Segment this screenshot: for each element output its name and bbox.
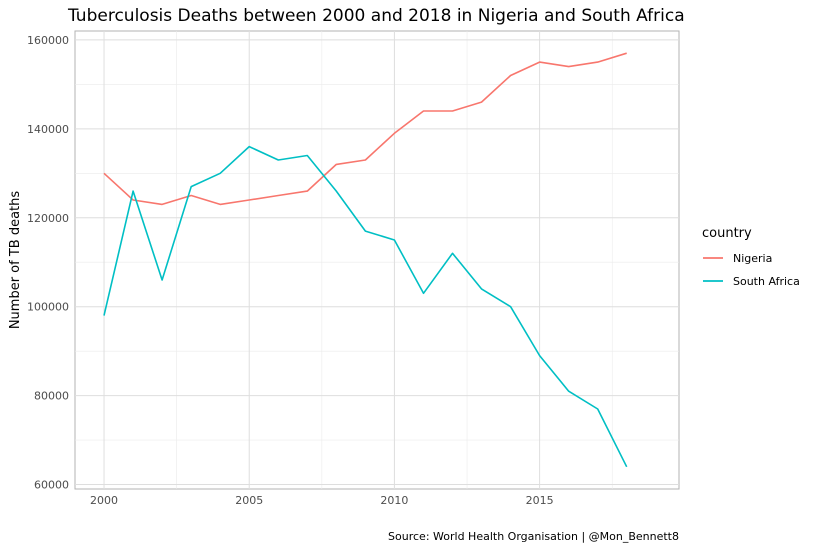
- legend-label: South Africa: [733, 275, 800, 288]
- legend-label: Nigeria: [733, 252, 772, 265]
- series-line-nigeria: [103, 52, 627, 206]
- y-axis-title: Number of TB deaths: [8, 191, 23, 330]
- legend-title: country: [702, 226, 752, 241]
- source-caption: Source: World Health Organisation | @Mon…: [388, 530, 679, 543]
- legend-items: Nigeria South Africa: [703, 252, 800, 288]
- y-axis-ticks: 60000 80000 100000 120000 140000 160000: [27, 34, 69, 492]
- y-tick-label: 160000: [27, 34, 69, 47]
- y-tick-label: 120000: [27, 212, 69, 225]
- legend: country Nigeria South Africa: [702, 226, 800, 288]
- series-layer: [103, 52, 628, 468]
- x-tick-label: 2010: [380, 494, 408, 507]
- series-line-south-africa: [103, 145, 628, 468]
- x-tick-label: 2005: [235, 494, 263, 507]
- grid-major: [75, 31, 679, 489]
- y-tick-label: 140000: [27, 123, 69, 136]
- y-tick-label: 60000: [34, 479, 69, 492]
- y-tick-label: 100000: [27, 301, 69, 314]
- y-tick-label: 80000: [34, 390, 69, 403]
- plot-panel: [74, 30, 680, 490]
- chart-title: Tuberculosis Deaths between 2000 and 201…: [67, 6, 685, 26]
- x-axis-ticks: 2000 2005 2010 2015: [90, 494, 554, 507]
- x-tick-label: 2015: [526, 494, 554, 507]
- x-tick-label: 2000: [90, 494, 118, 507]
